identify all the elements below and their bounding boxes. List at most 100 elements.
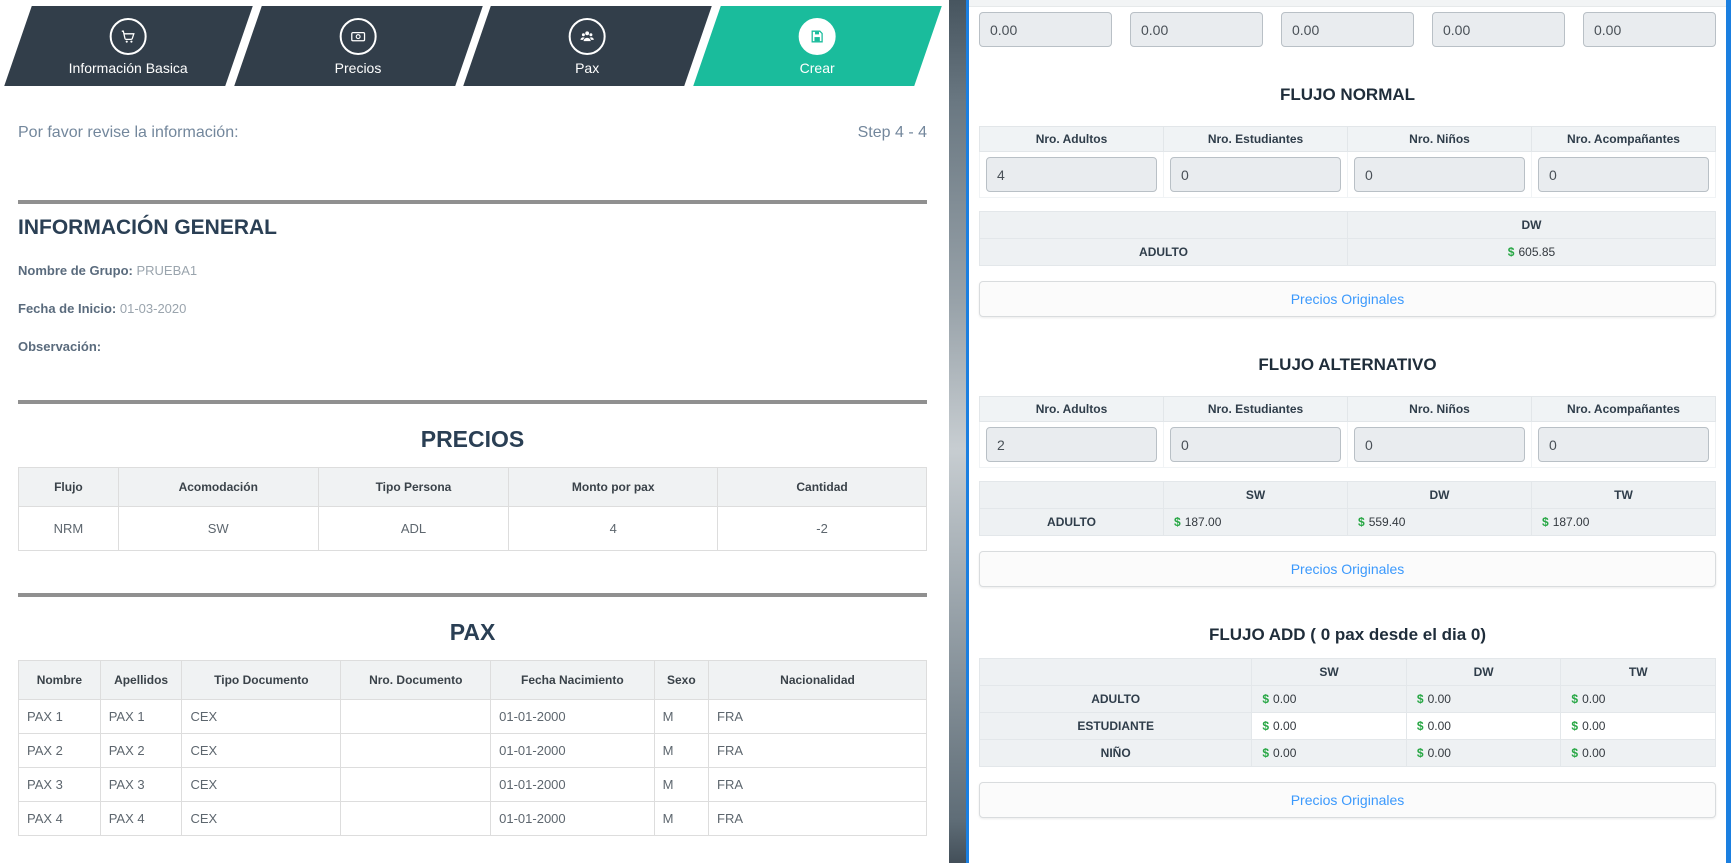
field-label: Nombre de Grupo: xyxy=(18,263,133,278)
table-row: PAX 2 PAX 2 CEX 01-01-2000 M FRA xyxy=(18,733,927,768)
precios-originales-button-1[interactable]: Precios Originales xyxy=(979,281,1716,317)
table-cell: FRA xyxy=(708,801,927,836)
count-input-nro-acompa-antes[interactable] xyxy=(1538,427,1709,462)
window-divider-scrollbar[interactable] xyxy=(949,0,966,863)
price-value: $605.85 xyxy=(1347,238,1716,266)
table-cell xyxy=(340,699,492,734)
divider xyxy=(18,200,927,204)
table-cell xyxy=(340,767,492,802)
count-cell xyxy=(1347,151,1532,198)
count-input-nro-ni-os[interactable] xyxy=(1354,157,1525,192)
flow-section-title: FLUJO ALTERNATIVO xyxy=(1258,355,1437,374)
count-input-nro-acompa-antes[interactable] xyxy=(1538,157,1709,192)
wizard-step-precios[interactable]: Precios xyxy=(233,6,482,86)
count-column-header: Nro. Estudiantes xyxy=(1163,126,1348,152)
column-header: Fecha Nacimiento xyxy=(490,660,655,700)
top-amount-inputs xyxy=(969,12,1726,47)
field-label: Observación: xyxy=(18,339,102,354)
amount-input-4[interactable] xyxy=(1432,12,1565,47)
table-cell: 4 xyxy=(508,506,719,551)
wizard-step-content: Precios xyxy=(334,18,381,76)
accommodation-column-header: DW xyxy=(1347,211,1716,239)
pax-count-table: Nro. Adultos Nro. Estudiantes Nro. Niños Nr… xyxy=(979,396,1716,468)
currency-symbol: $ xyxy=(1262,719,1270,733)
precios-originales-button-2[interactable]: Precios Originales xyxy=(979,551,1716,587)
table-cell: PAX 4 xyxy=(18,801,101,836)
precios-originales-button-3[interactable]: Precios Originales xyxy=(979,782,1716,818)
wizard-step-crear[interactable]: Crear xyxy=(692,6,941,86)
wizard-step-content: Crear xyxy=(797,18,835,76)
wizard-step-label: Información Basica xyxy=(68,60,188,76)
pax-title: PAX xyxy=(449,619,496,645)
users-icon xyxy=(568,18,606,55)
table-cell: PAX 1 xyxy=(99,699,183,734)
wizard-step-pax[interactable]: Pax xyxy=(463,6,712,86)
price-value: $0.00 xyxy=(1560,739,1716,767)
wizard-step-información-basica[interactable]: Información Basica xyxy=(4,6,253,86)
currency-symbol: $ xyxy=(1416,692,1424,706)
currency-symbol: $ xyxy=(1262,692,1270,706)
person-type-label: NIÑO xyxy=(978,739,1253,767)
currency-symbol: $ xyxy=(1571,719,1579,733)
currency-symbol: $ xyxy=(1262,746,1270,760)
flow-section: FLUJO ADD ( 0 pax desde el dia 0) SW DW TW A… xyxy=(969,625,1726,818)
price-value: $187.00 xyxy=(1531,508,1716,536)
flow-section-title: FLUJO NORMAL xyxy=(1279,85,1416,104)
accommodation-column-header: SW xyxy=(1163,481,1348,509)
count-input-nro-estudiantes[interactable] xyxy=(1170,157,1341,192)
field-value: PRUEBA1 xyxy=(132,263,198,278)
group-review-panel: Información Basica Precios Pax Crear Por fa… xyxy=(4,6,941,836)
count-column-header: Nro. Niños xyxy=(1347,396,1532,422)
count-column-header: Nro. Niños xyxy=(1347,126,1532,152)
amount-input-2[interactable] xyxy=(1130,12,1263,47)
currency-symbol: $ xyxy=(1542,515,1549,529)
count-column-header: Nro. Acompañantes xyxy=(1531,126,1716,152)
price-value: $0.00 xyxy=(1560,685,1716,713)
currency-symbol: $ xyxy=(1507,245,1515,259)
table-cell: CEX xyxy=(181,767,342,802)
count-input-nro-adultos[interactable] xyxy=(986,157,1157,192)
panel-top-strip xyxy=(969,0,1726,7)
table-cell: CEX xyxy=(181,699,342,734)
table-cell: PAX 4 xyxy=(99,801,183,836)
price-value: $0.00 xyxy=(1251,739,1407,767)
count-cell xyxy=(979,151,1164,198)
amount-input-5[interactable] xyxy=(1583,12,1716,47)
table-cell: M xyxy=(653,801,710,836)
column-header: Apellidos xyxy=(99,660,183,700)
field-value: 01-03-2020 xyxy=(116,301,187,316)
amount-input-1[interactable] xyxy=(979,12,1112,47)
price-row: ADULTO $605.85 xyxy=(979,238,1716,266)
step-indicator: Step 4 - 4 xyxy=(857,124,927,141)
count-input-nro-ni-os[interactable] xyxy=(1354,427,1525,462)
person-type-label: ADULTO xyxy=(979,508,1164,536)
price-label-column-header xyxy=(978,658,1253,686)
column-header: Sexo xyxy=(653,660,710,700)
price-value: $0.00 xyxy=(1405,685,1562,713)
table-cell: -2 xyxy=(717,506,927,551)
wizard-step-label: Precios xyxy=(334,60,381,76)
price-value: $0.00 xyxy=(1251,685,1407,713)
general-field: Nombre de Grupo: PRUEBA1 xyxy=(18,263,927,278)
column-header: Nro. Documento xyxy=(340,660,492,700)
price-value: $0.00 xyxy=(1251,712,1407,740)
table-cell: FRA xyxy=(708,767,927,802)
count-input-nro-estudiantes[interactable] xyxy=(1170,427,1341,462)
wizard-step-content: Información Basica xyxy=(68,18,187,76)
table-cell: CEX xyxy=(181,801,342,836)
count-input-nro-adultos[interactable] xyxy=(986,427,1157,462)
count-cell xyxy=(1531,151,1716,198)
price-table: SW DW TW ADULTO $187.00 $559.40 $187.00 xyxy=(979,481,1716,536)
table-row: NRM SW ADL 4 -2 xyxy=(18,506,927,551)
amount-input-3[interactable] xyxy=(1281,12,1414,47)
table-row: PAX 3 PAX 3 CEX 01-01-2000 M FRA xyxy=(18,767,927,802)
accommodation-column-header: SW xyxy=(1251,658,1407,686)
price-value: $0.00 xyxy=(1560,712,1716,740)
accommodation-column-header: TW xyxy=(1560,658,1716,686)
divider xyxy=(18,593,927,597)
table-cell: PAX 2 xyxy=(99,733,183,768)
divider xyxy=(18,400,927,404)
currency-symbol: $ xyxy=(1174,515,1181,529)
